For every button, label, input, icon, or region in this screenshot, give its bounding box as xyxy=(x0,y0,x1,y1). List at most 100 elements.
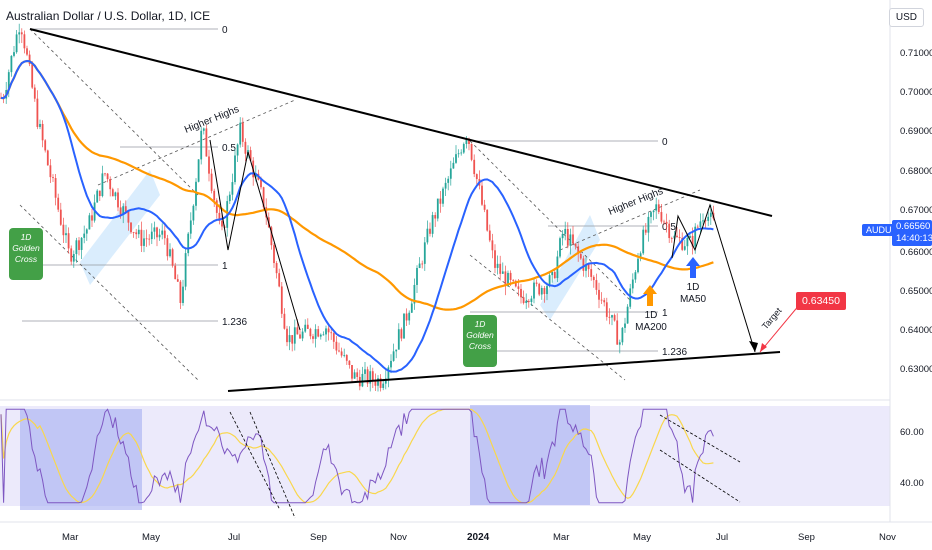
candle-body xyxy=(33,87,36,99)
candle-body xyxy=(327,328,330,333)
rsi-tick: 60.00 xyxy=(900,427,924,438)
candle-body xyxy=(137,229,140,235)
time-tick: Mar xyxy=(62,532,78,543)
candle-body xyxy=(616,320,619,345)
candle-body xyxy=(431,215,434,234)
candle-body xyxy=(200,130,203,160)
candle-body xyxy=(462,144,465,153)
candle-body xyxy=(119,207,122,215)
candle-body xyxy=(36,98,39,127)
time-axis[interactable]: Mar May Jul Sep Nov 2024 Mar May Jul Sep… xyxy=(62,532,896,543)
candle-body xyxy=(561,233,564,239)
time-tick: May xyxy=(633,532,651,543)
candle-body xyxy=(488,230,491,241)
candle-body xyxy=(564,228,567,234)
candle-body xyxy=(57,197,60,210)
candles[interactable] xyxy=(0,23,715,392)
candle-body xyxy=(600,299,603,301)
symbol-name: AUDUSD xyxy=(866,225,905,235)
channel-shade-1 xyxy=(80,170,160,285)
candle-body xyxy=(634,272,637,280)
candle-body xyxy=(397,329,400,350)
candle-body xyxy=(70,248,73,262)
candle-body xyxy=(31,64,34,88)
candle-body xyxy=(254,173,257,178)
candle-body xyxy=(553,271,556,279)
candle-body xyxy=(538,283,541,295)
ma50-arrow xyxy=(686,257,700,278)
candle-body xyxy=(241,122,244,142)
ma200-label-line1: 1D xyxy=(645,310,658,321)
candle-body xyxy=(231,182,234,195)
candle-body xyxy=(148,238,151,240)
candle-body xyxy=(262,187,265,208)
chart-title: Australian Dollar / U.S. Dollar, 1D, ICE xyxy=(6,9,211,23)
candle-body xyxy=(325,328,327,335)
price-axis[interactable]: 0.71000 0.70000 0.69000 0.68000 0.67000 … xyxy=(900,48,932,375)
fib-label: 0 xyxy=(222,25,228,36)
candle-body xyxy=(429,228,431,234)
candle-body xyxy=(41,123,44,141)
candle-body xyxy=(283,313,286,329)
candle-body xyxy=(423,242,426,264)
currency-button[interactable]: USD xyxy=(888,8,924,27)
candle-body xyxy=(197,159,200,182)
rsi-tick: 40.00 xyxy=(900,478,924,489)
candle-body xyxy=(652,210,655,213)
candle-body xyxy=(343,355,346,356)
candle-body xyxy=(163,230,166,239)
candle-body xyxy=(335,341,338,351)
fib-label: 0 xyxy=(662,137,668,148)
candle-body xyxy=(15,34,18,53)
candle-body xyxy=(174,265,177,280)
candle-body xyxy=(442,188,444,204)
candle-body xyxy=(709,212,712,217)
candle-body xyxy=(104,173,106,175)
candle-body xyxy=(234,155,236,183)
candle-body xyxy=(260,179,262,188)
candle-body xyxy=(161,230,164,235)
ma50-line xyxy=(0,59,714,373)
target-arrow-line xyxy=(759,303,801,353)
candle-body xyxy=(496,263,499,268)
candle-body xyxy=(579,253,582,259)
candle-body xyxy=(683,246,686,250)
candle-body xyxy=(345,355,348,361)
candle-body xyxy=(444,182,447,189)
candle-body xyxy=(127,211,130,223)
candle-body xyxy=(210,173,213,191)
candle-body xyxy=(392,351,395,361)
candle-body xyxy=(608,316,611,318)
candle-body xyxy=(699,221,702,228)
candle-body xyxy=(447,178,450,183)
candle-body xyxy=(455,154,457,163)
candle-body xyxy=(228,194,231,202)
price-badge: 0.66560 14:40:13 xyxy=(892,220,932,246)
candle-body xyxy=(540,288,543,295)
candle-body xyxy=(577,246,580,254)
candle-body xyxy=(26,48,28,55)
time-tick: Mar xyxy=(553,532,569,543)
candle-body xyxy=(400,329,403,339)
fib-label: 0.5 xyxy=(222,143,236,154)
candle-body xyxy=(416,268,418,285)
candle-body xyxy=(291,335,294,344)
price-tick: 0.65000 xyxy=(900,286,932,297)
lower-trendline[interactable] xyxy=(227,351,781,392)
candle-body xyxy=(101,173,104,197)
candle-body xyxy=(145,238,148,240)
candle-body xyxy=(434,215,437,219)
upper-trendline[interactable] xyxy=(29,28,773,217)
candle-body xyxy=(694,226,697,247)
time-tick: Jul xyxy=(716,532,728,543)
price-tick: 0.67000 xyxy=(900,205,932,216)
candle-body xyxy=(314,329,317,339)
candle-body xyxy=(54,178,57,198)
dotted-channels xyxy=(19,28,701,381)
golden-cross-label-left: 1D Golden Cross xyxy=(9,228,43,280)
candle-body xyxy=(317,329,320,337)
candle-body xyxy=(395,349,398,352)
candle-body xyxy=(278,273,281,287)
rsi-line xyxy=(0,408,714,504)
